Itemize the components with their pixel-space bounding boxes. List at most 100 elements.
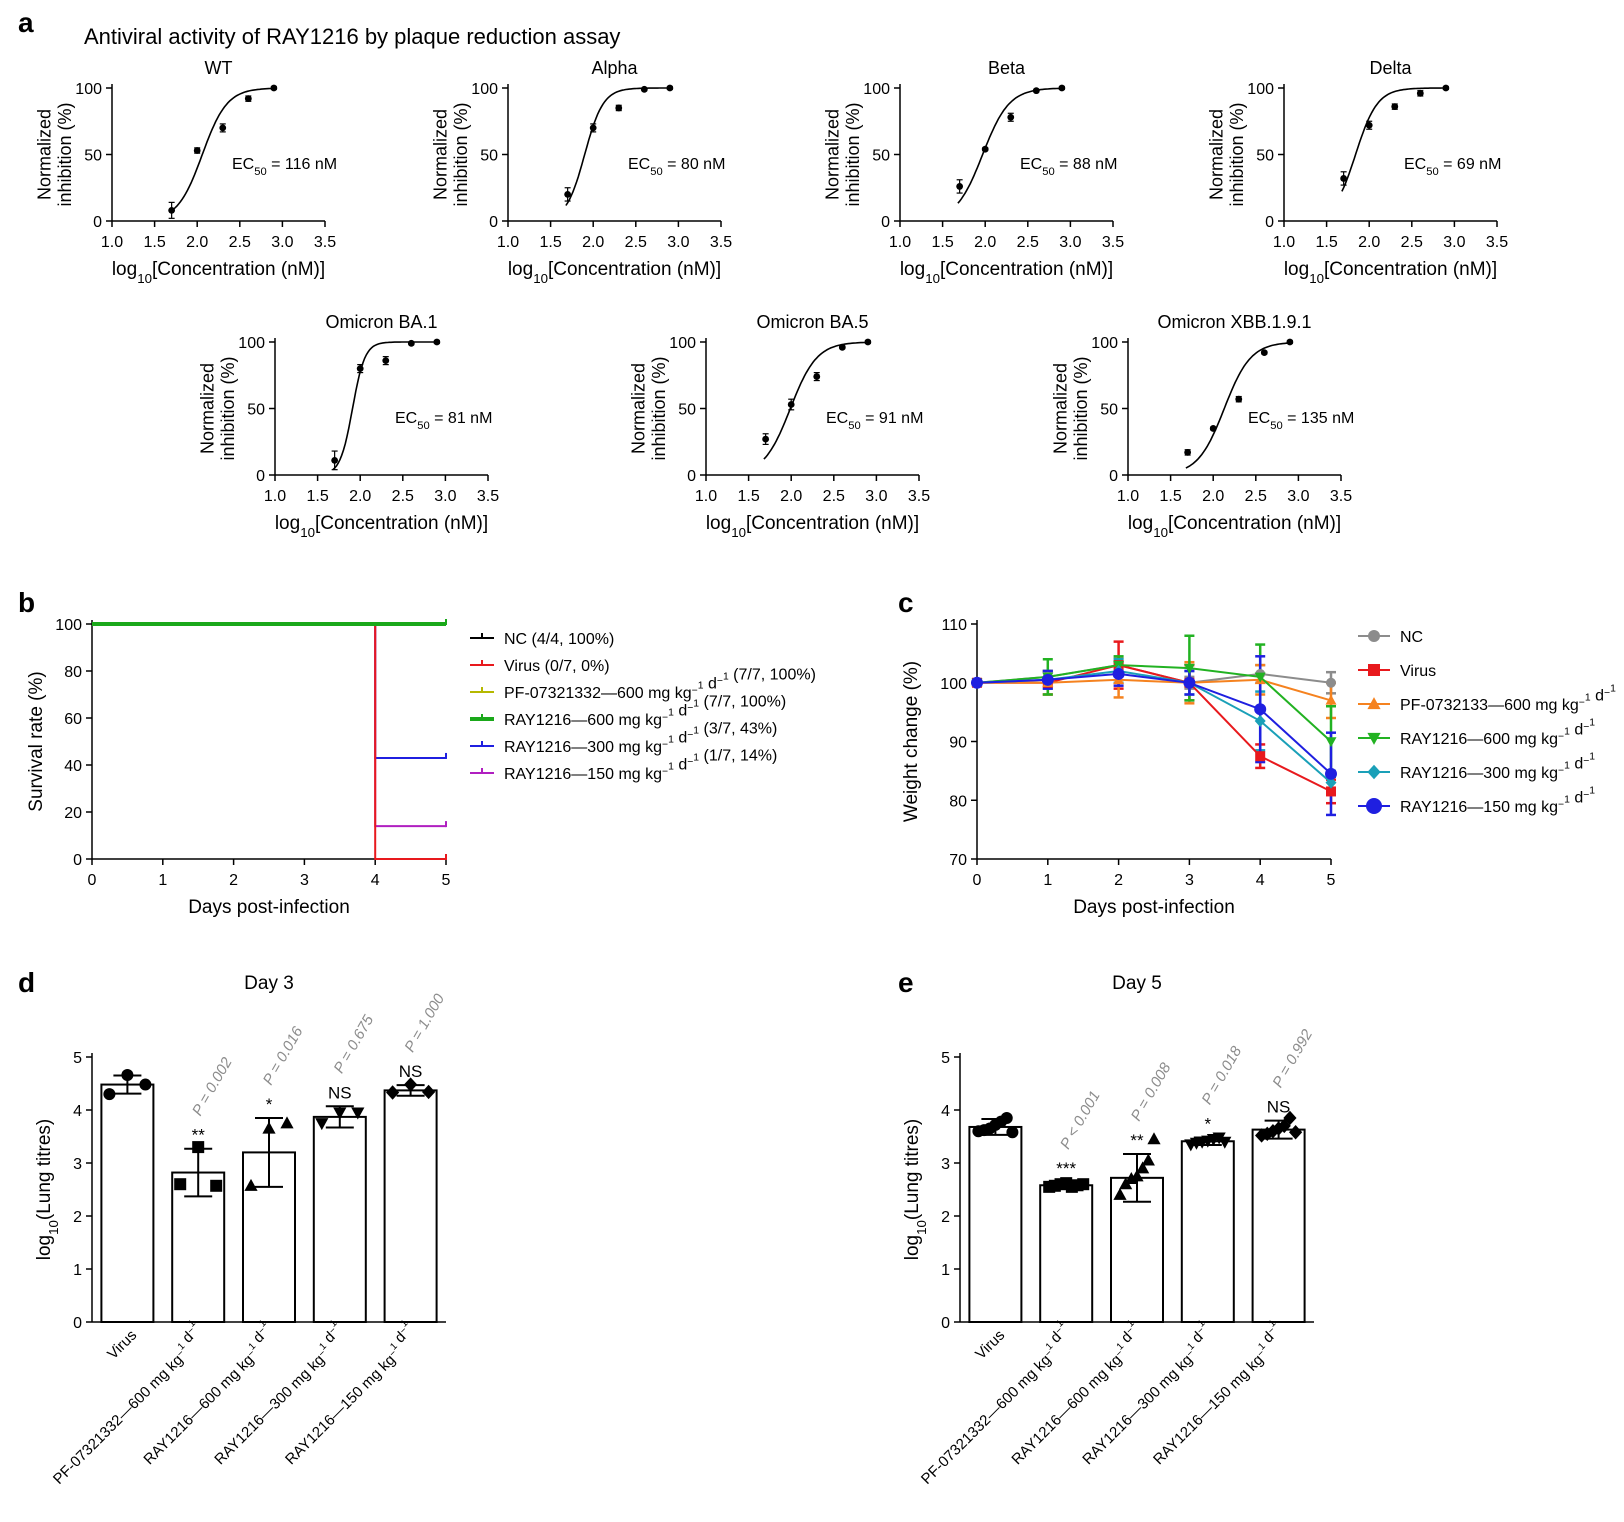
curve-title: Beta	[988, 58, 1026, 78]
replicate-point	[422, 1084, 436, 1100]
legend-label: PF-07321332—600 mg kg−1 d−1 (7/7, 100%)	[504, 666, 816, 702]
weight-point	[1326, 677, 1336, 688]
x-tick-label: 3.0	[271, 234, 293, 251]
replicate-point	[192, 1141, 205, 1154]
x-tick-label: 1	[158, 872, 167, 889]
data-point	[864, 338, 872, 346]
replicate-point	[1141, 1153, 1155, 1166]
y-axis-label: Survival rate (%)	[26, 671, 47, 811]
x-tick-label: 2.0	[186, 234, 208, 251]
y-tick-label: 100	[238, 335, 265, 352]
y-tick-label: 70	[949, 852, 967, 869]
y-tick-label: 2	[73, 1209, 82, 1226]
data-point	[168, 206, 176, 214]
legend-label: RAY1216—300 mg kg−1 d−1	[1400, 751, 1595, 782]
weight-point	[1325, 737, 1337, 748]
x-tick-label: 0	[88, 872, 97, 889]
x-tick-label: 1.5	[1315, 234, 1337, 251]
y-tick-label: 100	[471, 81, 498, 98]
curve-title: Omicron XBB.1.9.1	[1157, 312, 1311, 332]
replicate-point	[1136, 1161, 1150, 1174]
bar	[1039, 1184, 1094, 1324]
y-axis-label: Normalizedinhibition (%)	[1206, 102, 1247, 206]
replicate-point	[1000, 1111, 1013, 1124]
weight-point	[1255, 751, 1266, 762]
y-axis-label: Weight change (%)	[901, 661, 922, 822]
data-point	[762, 435, 770, 443]
panel-label-a: a	[18, 7, 34, 38]
x-tick-label: 3	[1185, 872, 1194, 889]
x-axis-label: Days post-infection	[1073, 897, 1235, 918]
p-value-label: P = 1.000	[401, 991, 448, 1056]
replicate-point	[210, 1179, 223, 1192]
x-axis-label: log10[Concentration (nM)]	[1284, 259, 1497, 286]
x-tick-label: 2.0	[582, 234, 604, 251]
data-point	[1416, 89, 1424, 97]
x-axis-label: log10[Concentration (nM)]	[706, 513, 919, 540]
p-value-label: P = 0.992	[1269, 1026, 1316, 1091]
x-tick-label: 1.5	[306, 488, 328, 505]
replicate-point	[1218, 1136, 1232, 1149]
data-point	[1260, 349, 1268, 357]
x-tick-label: 2	[229, 872, 238, 889]
y-tick-label: 0	[73, 1315, 82, 1332]
replicate-point	[280, 1116, 294, 1129]
weight-line-3	[976, 664, 1332, 743]
y-tick-label: 50	[84, 148, 102, 165]
x-tick-label: 2.0	[780, 488, 802, 505]
data-point	[956, 183, 964, 190]
curve-title: Alpha	[591, 58, 638, 78]
significance-label: NS	[328, 1083, 352, 1102]
y-tick-label: 0	[93, 214, 102, 231]
y-tick-label: 50	[1256, 148, 1274, 165]
x-tick-label: 5	[1327, 872, 1336, 889]
data-point	[787, 401, 795, 408]
x-tick-label: 3.5	[710, 234, 732, 251]
fit-curve	[1185, 342, 1292, 469]
replicate-point	[1077, 1178, 1090, 1191]
p-value-label: P = 0.018	[1199, 1043, 1246, 1108]
curve-title: Omicron BA.1	[325, 312, 437, 332]
data-point	[382, 357, 390, 365]
curve-title: Delta	[1369, 58, 1412, 78]
replicate-point	[1289, 1125, 1303, 1140]
ec50-label: EC50 = 88 nM	[1020, 156, 1117, 178]
x-tick-label: 3.5	[1330, 488, 1352, 505]
x-tick-label: 3.0	[865, 488, 887, 505]
y-tick-label: 50	[1100, 402, 1118, 419]
ec50-label: EC50 = 116 nM	[232, 156, 337, 178]
replicate-point	[1130, 1169, 1144, 1182]
x-tick-label: 2.5	[1245, 488, 1267, 505]
data-point	[244, 95, 252, 103]
p-value-label: P = 0.008	[1128, 1059, 1175, 1124]
replicate-point	[351, 1107, 365, 1120]
y-tick-label: 90	[949, 735, 967, 752]
y-tick-label: 50	[678, 402, 696, 419]
weight-line-2	[977, 678, 1332, 702]
fit-curve	[332, 341, 439, 471]
x-axis-label: Days post-infection	[188, 897, 350, 918]
y-tick-label: 40	[64, 758, 82, 775]
y-tick-label: 3	[941, 1156, 950, 1173]
legend-marker	[1367, 697, 1381, 710]
data-point	[433, 338, 441, 346]
x-tick-label: 1.0	[1273, 234, 1295, 251]
weight-point	[1183, 676, 1196, 689]
data-point	[407, 339, 415, 347]
y-tick-label: 50	[247, 402, 265, 419]
y-tick-label: 0	[687, 468, 696, 485]
y-tick-label: 2	[941, 1209, 950, 1226]
y-tick-label: 100	[940, 676, 967, 693]
replicate-point	[1212, 1132, 1226, 1145]
survival-line-1	[92, 623, 446, 860]
y-tick-label: 0	[73, 852, 82, 869]
data-point	[1340, 175, 1348, 182]
x-tick-label: 2.0	[1358, 234, 1380, 251]
bar	[1251, 1128, 1306, 1323]
significance-label: *	[266, 1095, 273, 1114]
x-tick-label: 1.5	[737, 488, 759, 505]
y-tick-label: 0	[1265, 214, 1274, 231]
y-tick-label: 100	[669, 335, 696, 352]
weight-point	[1183, 663, 1195, 674]
